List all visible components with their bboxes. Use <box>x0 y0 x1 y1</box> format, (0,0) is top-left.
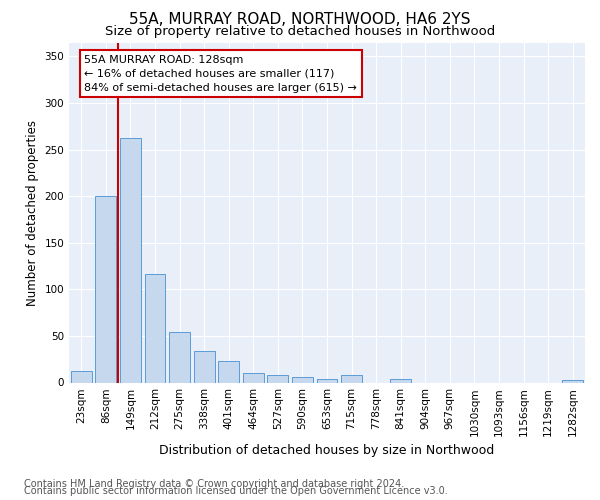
Text: Size of property relative to detached houses in Northwood: Size of property relative to detached ho… <box>105 25 495 38</box>
Bar <box>268 375 289 382</box>
Bar <box>120 138 141 382</box>
Text: 55A, MURRAY ROAD, NORTHWOOD, HA6 2YS: 55A, MURRAY ROAD, NORTHWOOD, HA6 2YS <box>129 12 471 28</box>
Bar <box>292 377 313 382</box>
Y-axis label: Number of detached properties: Number of detached properties <box>26 120 39 306</box>
Bar <box>145 274 166 382</box>
Bar <box>169 332 190 382</box>
Text: Contains HM Land Registry data © Crown copyright and database right 2024.: Contains HM Land Registry data © Crown c… <box>24 479 404 489</box>
Text: 55A MURRAY ROAD: 128sqm
← 16% of detached houses are smaller (117)
84% of semi-d: 55A MURRAY ROAD: 128sqm ← 16% of detache… <box>84 54 357 92</box>
Bar <box>562 380 583 382</box>
Bar <box>194 351 215 382</box>
Bar <box>341 375 362 382</box>
Text: Contains public sector information licensed under the Open Government Licence v3: Contains public sector information licen… <box>24 486 448 496</box>
Bar <box>390 379 411 382</box>
Bar <box>95 196 116 382</box>
Bar <box>243 373 264 382</box>
Bar <box>218 361 239 382</box>
Bar <box>71 372 92 382</box>
X-axis label: Distribution of detached houses by size in Northwood: Distribution of detached houses by size … <box>160 444 494 458</box>
Bar <box>317 379 337 382</box>
